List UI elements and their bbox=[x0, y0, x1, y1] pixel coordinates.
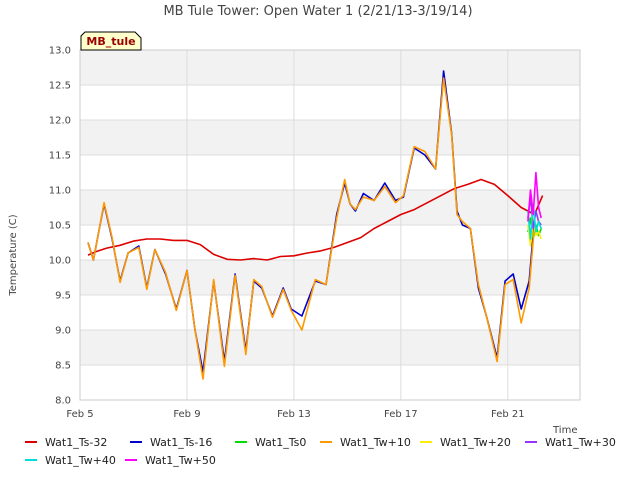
legend-label: Wat1_Ts-16 bbox=[150, 436, 212, 449]
series-line-wat1-ts-32 bbox=[87, 178, 544, 261]
plot-frame bbox=[79, 49, 581, 401]
legend-label: Wat1_Tw+10 bbox=[340, 436, 411, 449]
legend-item: Wat1_Tw+20 bbox=[420, 436, 511, 449]
series-lines bbox=[87, 70, 544, 380]
y-tick-label: 9.0 bbox=[55, 326, 71, 337]
legend-item: Wat1_Ts0 bbox=[235, 436, 306, 449]
y-axis: 8.0 8.5 9.0 9.5 10.0 10.5 11.0 11.5 12.0 12.5 13.0 bbox=[49, 46, 71, 407]
legend-item: Wat1_Ts-32 bbox=[25, 436, 107, 449]
plot-band bbox=[80, 50, 580, 85]
y-tick-label: 8.0 bbox=[55, 396, 71, 407]
plot-band bbox=[80, 190, 580, 225]
y-tick-label: 8.5 bbox=[55, 361, 71, 372]
legend-label: Wat1_Tw+50 bbox=[145, 454, 216, 467]
site-label-text: MB_tule bbox=[86, 35, 135, 48]
x-axis: Feb 5 Feb 9 Feb 13 Feb 17 Feb 21 bbox=[66, 409, 524, 420]
y-tick-label: 10.5 bbox=[49, 221, 71, 232]
x-tick-label: Feb 17 bbox=[384, 409, 418, 420]
y-tick-label: 12.5 bbox=[49, 81, 71, 92]
legend-label: Wat1_Tw+40 bbox=[45, 454, 116, 467]
legend-label: Wat1_Tw+30 bbox=[545, 436, 616, 449]
legend: Wat1_Ts-32 Wat1_Ts-16 Wat1_Ts0 Wat1_Tw+10 Wa… bbox=[25, 436, 616, 467]
y-tick-label: 11.5 bbox=[49, 151, 71, 162]
plot-band bbox=[80, 330, 580, 365]
legend-item: Wat1_Tw+10 bbox=[320, 436, 411, 449]
series-line-wat1-tw-50 bbox=[527, 171, 542, 222]
site-label-badge: MB_tule bbox=[80, 31, 142, 51]
legend-label: Wat1_Ts0 bbox=[255, 436, 306, 449]
x-axis-label: Time bbox=[552, 425, 577, 436]
legend-item: Wat1_Tw+40 bbox=[25, 454, 116, 467]
x-tick-label: Feb 5 bbox=[66, 409, 93, 420]
y-tick-label: 12.0 bbox=[49, 116, 71, 127]
y-tick-label: 13.0 bbox=[49, 46, 71, 57]
chart-title: MB Tule Tower: Open Water 1 (2/21/13-3/1… bbox=[163, 4, 472, 19]
plot-band bbox=[80, 120, 580, 155]
site-label-box bbox=[80, 31, 142, 51]
series-line-wat1-tw-40 bbox=[527, 203, 542, 240]
legend-item: Wat1_Tw+30 bbox=[525, 436, 616, 449]
x-tick-label: Feb 9 bbox=[173, 409, 200, 420]
series-line-wat1-tw-20 bbox=[527, 217, 542, 247]
y-tick-label: 11.0 bbox=[49, 186, 71, 197]
y-tick-label: 9.5 bbox=[55, 291, 71, 302]
x-tick-label: Feb 21 bbox=[491, 409, 525, 420]
y-tick-label: 10.0 bbox=[49, 256, 71, 267]
legend-item: Wat1_Tw+50 bbox=[125, 454, 216, 467]
legend-item: Wat1_Ts-16 bbox=[130, 436, 212, 449]
series-line-wat1-tw-10 bbox=[87, 77, 536, 380]
x-tick-label: Feb 13 bbox=[277, 409, 311, 420]
legend-label: Wat1_Ts-32 bbox=[45, 436, 107, 449]
legend-label: Wat1_Tw+20 bbox=[440, 436, 511, 449]
y-axis-label: Temperature (C) bbox=[8, 214, 19, 296]
